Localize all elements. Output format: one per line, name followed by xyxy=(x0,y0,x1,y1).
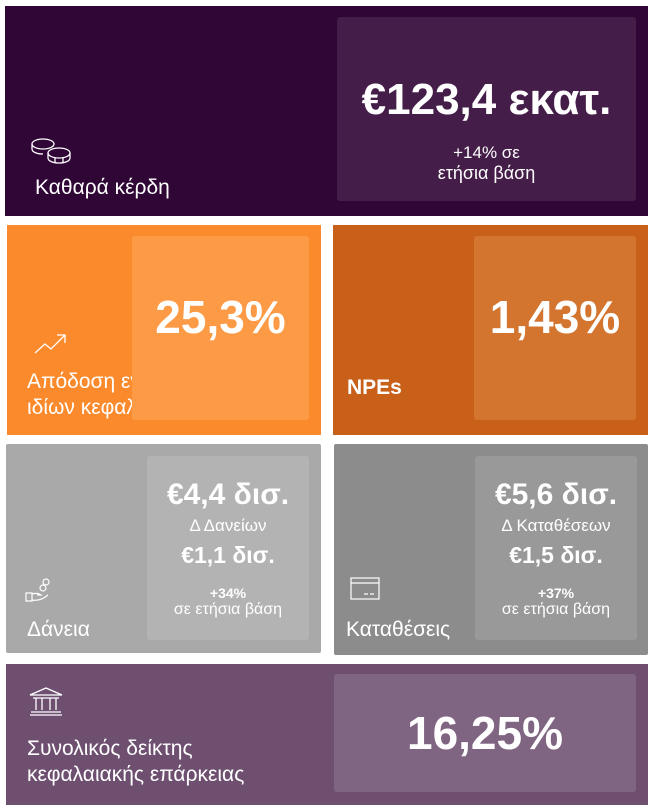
npe-value-box: 1,43% xyxy=(474,236,636,420)
net-profit-label: Καθαρά κέρδη xyxy=(35,176,170,199)
capital-label-line2: κεφαλαιακής επάρκειας xyxy=(27,763,245,786)
hand-coins-icon xyxy=(25,578,50,602)
coins-icon xyxy=(31,138,71,164)
capital-value-box: 16,25% xyxy=(334,674,636,792)
net-profit-tile: Καθαρά κέρδη €123,4 εκατ. +14% σε ετήσια… xyxy=(5,6,648,216)
npe-tile: NPEs 1,43% xyxy=(333,225,648,435)
npe-label: NPEs xyxy=(347,376,402,399)
deposits-delta-value: €1,5 δισ. xyxy=(509,541,603,568)
deposits-label: Καταθέσεις xyxy=(346,618,451,641)
card-icon xyxy=(350,577,380,600)
capital-label-line1: Συνολικός δείκτης xyxy=(27,737,193,760)
loans-label: Δάνεια xyxy=(27,618,90,641)
trend-up-icon xyxy=(34,334,66,354)
loans-change: +34% xyxy=(209,584,247,601)
loans-tile: Δάνεια €4,4 δισ. Δ Δανείων €1,1 δισ. +34… xyxy=(6,444,321,653)
net-profit-change-sub: ετήσια βάση xyxy=(437,162,536,183)
deposits-change-sub: σε ετήσια βάση xyxy=(501,600,611,618)
roe-value-box: 25,3% xyxy=(132,236,309,420)
deposits-value-box: €5,6 δισ. Δ Καταθέσεων €1,5 δισ. +37% σε… xyxy=(475,456,637,640)
loans-delta-label: Δ Δανείων xyxy=(189,515,267,535)
capital-tile: Συνολικός δείκτης κεφαλαιακής επάρκειας 1… xyxy=(6,664,648,805)
bank-icon xyxy=(29,687,63,716)
deposits-tile: Καταθέσεις €5,6 δισ. Δ Καταθέσεων €1,5 δ… xyxy=(334,444,648,655)
loans-value-box: €4,4 δισ. Δ Δανείων €1,1 δισ. +34% σε ετ… xyxy=(147,456,309,640)
loans-delta-value: €1,1 δισ. xyxy=(181,541,275,568)
capital-label: Συνολικός δείκτης κεφαλαιακής επάρκειας xyxy=(27,736,244,788)
net-profit-value: €123,4 εκατ. xyxy=(361,74,612,124)
roe-tile: Απόδοση ενσώματων ιδίων κεφαλαίων 25,3% xyxy=(7,225,321,435)
loans-change-sub: σε ετήσια βάση xyxy=(173,600,283,618)
net-profit-value-box: €123,4 εκατ. +14% σε ετήσια βάση xyxy=(337,17,636,201)
net-profit-change: +14% σε xyxy=(453,142,520,162)
deposits-change: +37% xyxy=(537,584,575,601)
deposits-delta-label: Δ Καταθέσεων xyxy=(501,515,611,535)
loans-value: €4,4 δισ. xyxy=(166,477,290,511)
roe-value: 25,3% xyxy=(155,291,286,343)
deposits-value: €5,6 δισ. xyxy=(494,477,618,511)
npe-value: 1,43% xyxy=(489,291,621,343)
capital-value: 16,25% xyxy=(406,707,563,759)
